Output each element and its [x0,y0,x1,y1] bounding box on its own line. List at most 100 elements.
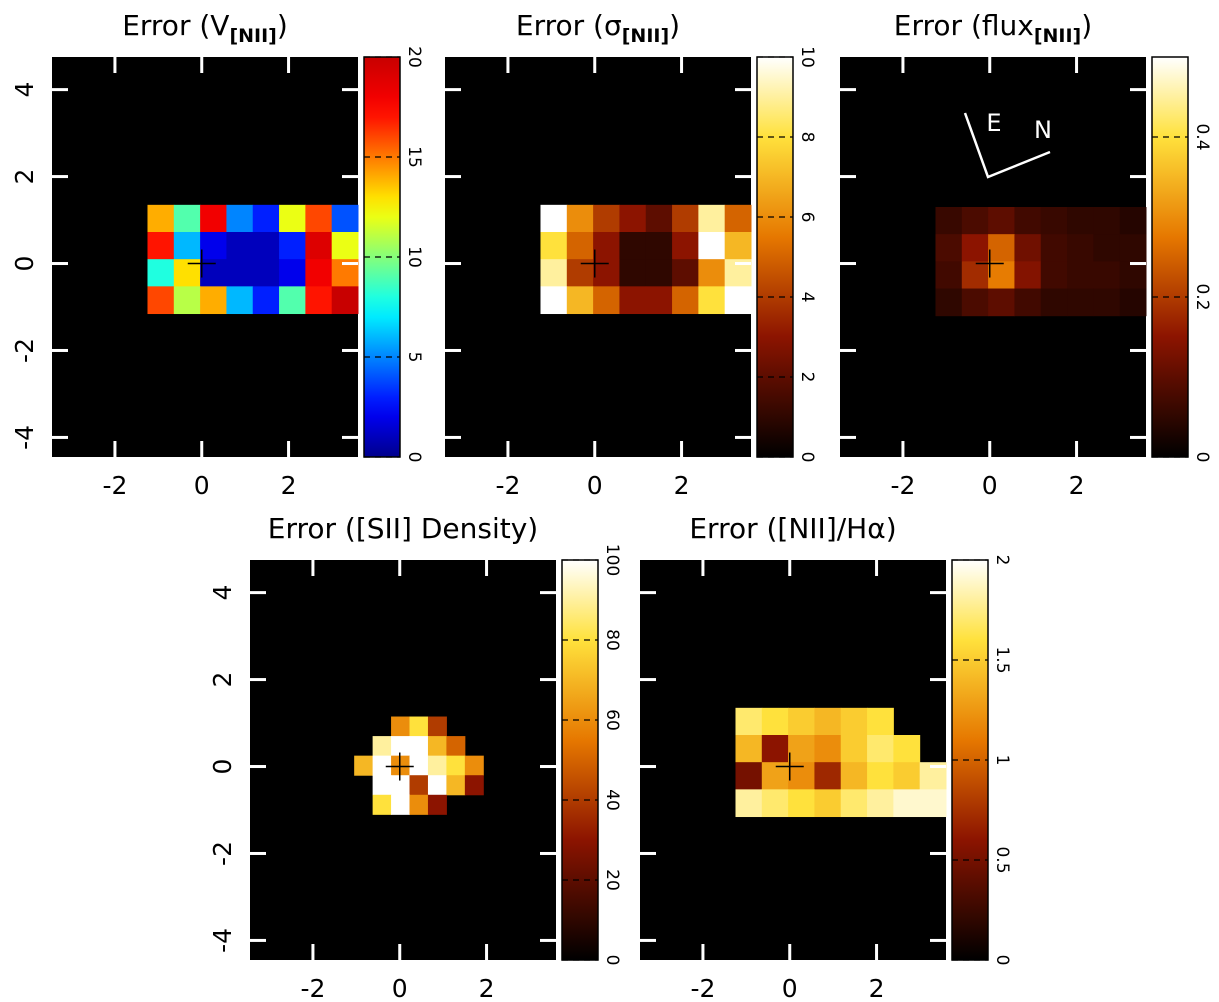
heatmap-cell [698,204,726,233]
colorbar-tick-label: 0 [992,955,1012,966]
heatmap-cell [840,789,868,818]
colorbar-tick-label: 1.5 [992,646,1012,673]
title-suffix: ) [669,9,680,42]
heatmap-cell [1119,234,1147,262]
heatmap-cell [372,794,392,815]
heatmap-cell [867,707,894,736]
heatmap-cell [200,286,227,315]
heatmap-cell [893,735,921,763]
heatmap-cell [672,204,699,233]
heatmap-cell [540,204,568,233]
heatmap-cell [961,234,989,262]
heatmap-cell [427,775,447,796]
heatmap-cell [1014,234,1042,262]
compass-label: N [1034,116,1052,144]
heatmap-cell [391,755,411,776]
colorbar-tick-label: 40 [602,789,622,811]
colorbar-tick-label: 20 [602,869,622,891]
colorbar-tick-label: 60 [602,709,622,731]
x-tick-label: 2 [1069,471,1085,500]
colorbar-tick-label: 2 [797,372,817,383]
heatmap-cell [1014,288,1042,317]
heatmap-cell [788,707,815,736]
title-suffix: ) [277,9,288,42]
heatmap-cell [724,204,752,233]
heatmap-cell [698,232,726,260]
heatmap-cell [645,259,673,287]
colorbar-tick-label: 0 [1192,452,1212,463]
colorbar-tick-label: 15 [404,146,424,168]
heatmap-cell [840,707,868,736]
heatmap-cell [427,755,447,776]
heatmap-cell [1119,261,1147,290]
heatmap-cell [619,204,647,233]
heatmap-cell [814,789,842,818]
heatmap-cell [252,286,280,315]
x-tick-label: 2 [674,471,690,500]
y-tick-label: 0 [10,256,39,272]
heatmap-cell [672,286,699,315]
heatmap-cell [1040,207,1068,235]
y-tick-label: 2 [10,169,39,185]
heatmap-cell [619,232,647,260]
heatmap-cell [935,234,963,262]
heatmap-cell [540,259,568,287]
heatmap-cell [252,232,280,260]
heatmap-cell [391,736,411,757]
heatmap-cell [566,286,594,315]
y-tick-label: -4 [10,425,39,450]
heatmap-cell [867,762,894,790]
heatmap-cell [446,755,466,776]
title-text: Error (V [122,9,229,42]
panel-title: Error (V[NII]) [122,9,288,47]
heatmap-cell [464,775,484,796]
heatmap-cell [788,735,815,763]
title-text: Error (σ [516,9,622,42]
heatmap-cell [305,204,333,233]
heatmap-cell [988,207,1015,235]
heatmap-cell [446,775,466,796]
heatmap-cell [252,259,280,287]
heatmap-cell [698,286,726,315]
heatmap-cell [961,288,989,317]
heatmap-cell [354,755,374,776]
x-tick-label: 2 [869,974,885,1002]
heatmap-cell [391,716,411,737]
colorbar [561,559,599,961]
heatmap-cell [724,286,752,315]
heatmap-cell [919,789,947,818]
heatmap-cell [305,232,333,260]
heatmap-cell [279,259,306,287]
heatmap-cell [226,232,254,260]
heatmap-cell [814,762,842,790]
heatmap-cell [279,204,306,233]
heatmap-cell [645,204,673,233]
heatmap-cell [566,204,594,233]
heatmap-cell [391,794,411,815]
colorbar-tick-label: 6 [797,212,817,223]
heatmap-cell [305,286,333,315]
heatmap-cell [226,259,254,287]
heatmap-cell [1093,261,1121,290]
heatmap-cell [226,204,254,233]
heatmap-cell [593,204,620,233]
heatmap-cell [372,755,392,776]
heatmap-cell [935,288,963,317]
title-text: Error (flux [894,9,1034,42]
y-tick-label: 4 [10,82,39,98]
heatmap-cell [409,794,429,815]
y-tick-label: -4 [208,928,237,953]
colorbar-tick-label: 0 [602,955,622,966]
heatmap-cell [961,207,989,235]
heatmap-cell [173,232,201,260]
compass [963,112,1051,179]
heatmap-cell [1067,288,1094,317]
heatmap-cell [593,286,620,315]
heatmap-cell [147,232,175,260]
colorbar-tick-label: 0 [797,452,817,463]
heatmap-cell [735,762,763,790]
colorbar [1151,56,1189,458]
heatmap-cell [735,735,763,763]
heatmap-cell [1067,234,1094,262]
